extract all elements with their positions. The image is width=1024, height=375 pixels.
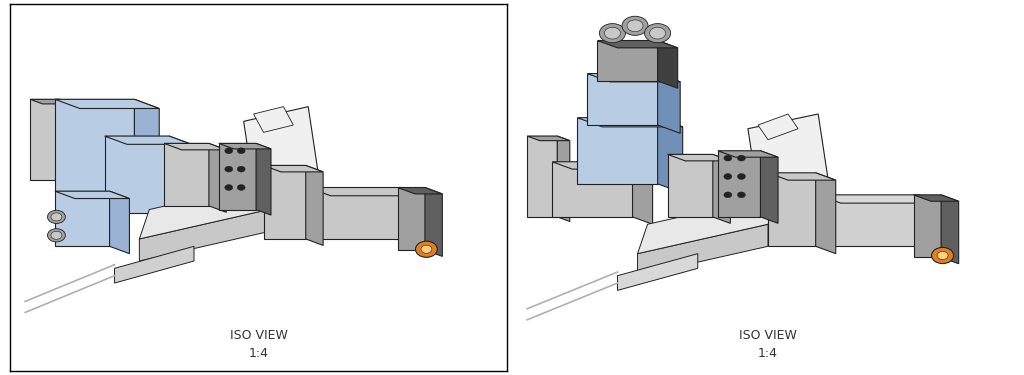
Polygon shape: [244, 106, 318, 188]
Circle shape: [599, 24, 626, 43]
Circle shape: [51, 231, 61, 239]
Polygon shape: [597, 40, 657, 81]
Polygon shape: [913, 195, 958, 201]
Circle shape: [937, 252, 948, 260]
Polygon shape: [818, 195, 919, 246]
Polygon shape: [30, 99, 73, 104]
Circle shape: [238, 166, 245, 172]
Polygon shape: [169, 136, 191, 222]
Polygon shape: [919, 195, 941, 255]
Circle shape: [737, 174, 745, 179]
Circle shape: [627, 20, 643, 32]
Polygon shape: [134, 99, 160, 200]
Polygon shape: [527, 136, 557, 217]
Polygon shape: [55, 99, 160, 108]
Polygon shape: [139, 180, 279, 239]
Polygon shape: [209, 143, 226, 212]
Polygon shape: [425, 188, 442, 256]
Polygon shape: [402, 188, 425, 247]
Circle shape: [51, 213, 61, 221]
Text: ISO VIEW: ISO VIEW: [229, 329, 288, 342]
Polygon shape: [748, 114, 828, 195]
Polygon shape: [668, 154, 730, 161]
Circle shape: [47, 210, 66, 224]
Polygon shape: [219, 143, 271, 149]
Polygon shape: [306, 165, 324, 245]
Polygon shape: [941, 195, 958, 264]
Polygon shape: [254, 106, 293, 132]
Polygon shape: [758, 114, 798, 140]
Polygon shape: [657, 40, 678, 88]
Polygon shape: [552, 162, 652, 169]
Polygon shape: [588, 74, 657, 125]
Polygon shape: [633, 162, 652, 224]
Polygon shape: [164, 143, 209, 206]
Polygon shape: [657, 118, 683, 193]
Polygon shape: [668, 154, 713, 217]
Polygon shape: [308, 188, 425, 196]
Polygon shape: [527, 136, 569, 141]
Circle shape: [421, 245, 432, 253]
Polygon shape: [597, 40, 678, 48]
Circle shape: [649, 27, 666, 39]
Circle shape: [47, 229, 66, 242]
Circle shape: [238, 148, 245, 154]
Polygon shape: [578, 118, 683, 127]
Polygon shape: [713, 154, 730, 224]
Polygon shape: [578, 118, 657, 184]
Polygon shape: [552, 162, 633, 217]
Polygon shape: [816, 173, 836, 254]
Polygon shape: [256, 143, 271, 215]
Polygon shape: [397, 188, 425, 250]
Circle shape: [225, 166, 232, 172]
Polygon shape: [219, 143, 256, 210]
Polygon shape: [718, 151, 761, 217]
Polygon shape: [263, 165, 324, 172]
Polygon shape: [761, 151, 778, 224]
Polygon shape: [557, 136, 569, 222]
Circle shape: [737, 155, 745, 161]
Polygon shape: [55, 191, 129, 198]
Polygon shape: [768, 173, 816, 246]
Polygon shape: [55, 191, 110, 246]
Polygon shape: [588, 74, 680, 82]
Circle shape: [622, 16, 648, 35]
Text: 1:4: 1:4: [249, 347, 268, 360]
Circle shape: [238, 184, 245, 190]
Polygon shape: [397, 188, 442, 194]
Circle shape: [416, 241, 437, 257]
Circle shape: [724, 174, 732, 179]
Polygon shape: [263, 165, 306, 239]
Polygon shape: [164, 143, 226, 150]
Circle shape: [724, 192, 732, 198]
Circle shape: [737, 192, 745, 198]
Text: 1:4: 1:4: [758, 347, 778, 360]
Polygon shape: [913, 195, 941, 257]
Polygon shape: [718, 151, 778, 157]
Polygon shape: [818, 195, 941, 203]
Polygon shape: [657, 74, 680, 133]
Polygon shape: [110, 191, 129, 254]
Polygon shape: [115, 246, 194, 283]
Polygon shape: [55, 99, 134, 191]
Polygon shape: [617, 254, 697, 290]
Circle shape: [225, 148, 232, 154]
Circle shape: [724, 155, 732, 161]
Polygon shape: [308, 188, 402, 239]
Polygon shape: [139, 210, 268, 261]
Polygon shape: [104, 136, 191, 144]
Text: ISO VIEW: ISO VIEW: [739, 329, 797, 342]
Polygon shape: [104, 136, 169, 213]
Circle shape: [932, 248, 953, 264]
Polygon shape: [638, 224, 768, 276]
Polygon shape: [59, 99, 73, 185]
Circle shape: [604, 27, 621, 39]
Circle shape: [225, 184, 232, 190]
Polygon shape: [638, 195, 778, 254]
Polygon shape: [768, 173, 836, 180]
Polygon shape: [30, 99, 59, 180]
Circle shape: [644, 24, 671, 43]
